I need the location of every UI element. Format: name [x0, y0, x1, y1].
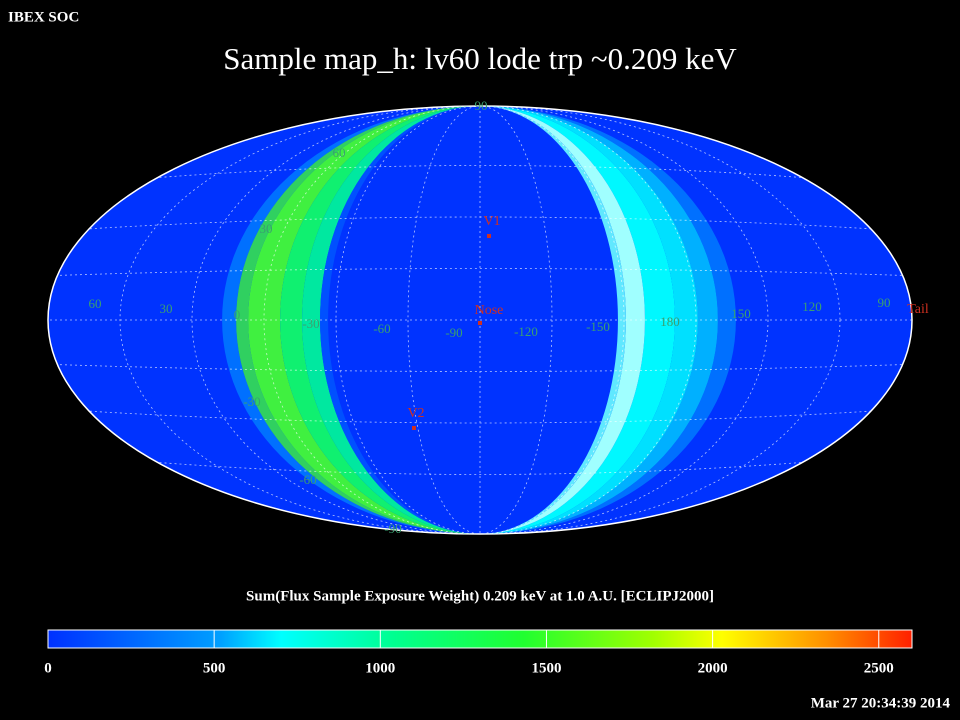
latitude-label: 30: [260, 221, 273, 236]
colorbar-tick-label: 2500: [864, 660, 894, 676]
meridian: [191, 106, 769, 534]
longitude-label: -90: [445, 325, 462, 340]
longitude-label: -150: [586, 319, 610, 334]
colorbar-tick-label: 1000: [365, 660, 395, 676]
parallel: [48, 268, 912, 277]
marker-dot: [478, 321, 482, 325]
parallel: [48, 451, 912, 475]
longitude-label: 150: [731, 306, 751, 321]
parallel: [48, 165, 912, 189]
longitude-label: 30: [160, 301, 173, 316]
colorbar-tick-label: 1500: [531, 660, 561, 676]
marker-label: V1: [483, 214, 500, 229]
latitude-label: -30: [243, 394, 260, 409]
colorbar-tick-label: 0: [44, 660, 52, 676]
parallel: [48, 216, 912, 233]
marker-dot: [412, 426, 416, 430]
meridian: [335, 106, 625, 534]
graticule: [48, 106, 912, 534]
longitude-label: -30: [302, 316, 319, 331]
longitude-label: -60: [373, 321, 390, 336]
latitude-label: 60: [333, 145, 346, 160]
longitude-label: 120: [802, 299, 822, 314]
colorbar-label: Sum(Flux Sample Exposure Weight) 0.209 k…: [246, 588, 714, 604]
longitude-label: 180: [660, 314, 680, 329]
longitude-label: 90: [878, 295, 891, 310]
exposure-band: [248, 106, 480, 534]
marker-label: Nose: [475, 303, 504, 318]
marker-label: Tail: [907, 302, 929, 317]
colorbar-tick-label: 2000: [698, 660, 728, 676]
latitude-label: -90: [384, 521, 401, 536]
title: Sample map_h: lv60 lode trp ~0.209 keV: [223, 41, 737, 76]
longitude-label: -120: [514, 324, 538, 339]
colorbar: [47, 629, 913, 649]
parallel: [48, 363, 912, 372]
exposure-bands: [222, 106, 736, 534]
latitude-label: 90: [475, 98, 488, 113]
colorbar-tick-label: 500: [203, 660, 226, 676]
longitude-label: 0: [234, 307, 241, 322]
exposure-band: [480, 106, 675, 534]
latitude-label: -60: [299, 472, 316, 487]
header-label: IBEX SOC: [8, 9, 79, 25]
marker-label: V2: [407, 406, 424, 421]
marker-dot: [487, 234, 491, 238]
timestamp: Mar 27 20:34:39 2014: [811, 695, 951, 711]
parallel: [48, 407, 912, 424]
longitude-label: 60: [89, 296, 102, 311]
